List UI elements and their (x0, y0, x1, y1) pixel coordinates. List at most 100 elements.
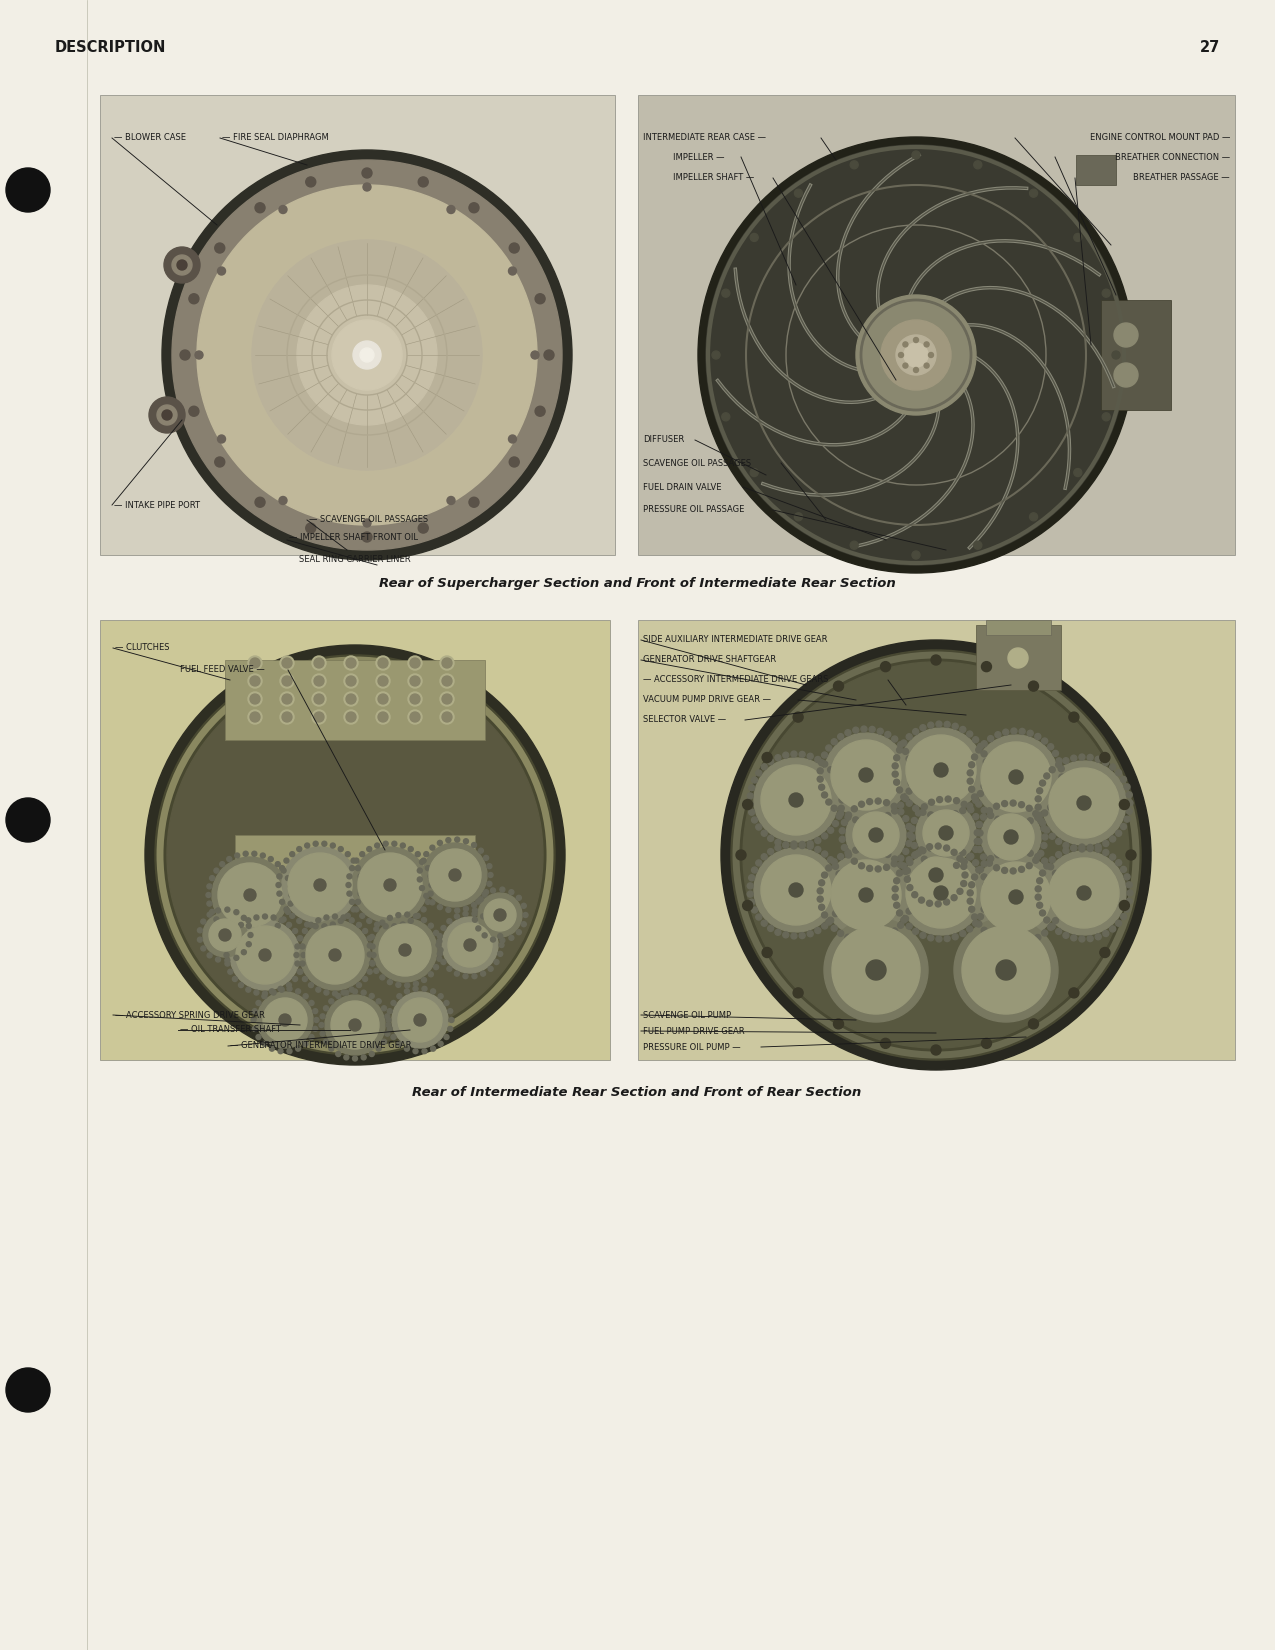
Circle shape (250, 695, 260, 705)
Circle shape (974, 160, 982, 168)
Circle shape (977, 846, 983, 853)
Circle shape (722, 412, 729, 421)
Circle shape (1011, 728, 1017, 734)
Circle shape (207, 893, 210, 898)
Circle shape (145, 645, 565, 1064)
Circle shape (246, 942, 251, 947)
Circle shape (1019, 939, 1025, 945)
Circle shape (362, 531, 372, 541)
Circle shape (1011, 848, 1017, 855)
Circle shape (982, 861, 987, 866)
Circle shape (295, 952, 300, 957)
Circle shape (464, 906, 468, 911)
Circle shape (799, 932, 806, 939)
Circle shape (413, 1049, 418, 1054)
Circle shape (783, 842, 789, 848)
Circle shape (827, 917, 834, 924)
Circle shape (397, 993, 402, 998)
Circle shape (762, 947, 773, 957)
Circle shape (277, 874, 282, 879)
Circle shape (1068, 988, 1079, 998)
Circle shape (1116, 830, 1122, 837)
Circle shape (288, 853, 352, 917)
Circle shape (324, 1040, 329, 1044)
Circle shape (1126, 808, 1132, 813)
Circle shape (370, 1051, 375, 1056)
Circle shape (1002, 939, 1009, 945)
Circle shape (983, 759, 989, 766)
Circle shape (870, 937, 875, 944)
Circle shape (827, 856, 834, 863)
Circle shape (834, 681, 844, 691)
Circle shape (329, 949, 340, 960)
Circle shape (1037, 787, 1043, 794)
Circle shape (250, 713, 260, 723)
Circle shape (987, 808, 992, 813)
Circle shape (218, 267, 226, 276)
Circle shape (960, 931, 965, 937)
Circle shape (1071, 845, 1077, 851)
Circle shape (984, 889, 989, 896)
Circle shape (891, 927, 898, 934)
Circle shape (963, 926, 1051, 1015)
Circle shape (428, 972, 434, 977)
Circle shape (1088, 754, 1093, 761)
Circle shape (1109, 837, 1116, 842)
Circle shape (827, 827, 834, 833)
Circle shape (297, 969, 302, 974)
Circle shape (224, 959, 229, 964)
Circle shape (748, 785, 755, 790)
Text: ENGINE CONTROL MOUNT PAD —: ENGINE CONTROL MOUNT PAD — (1090, 134, 1230, 142)
Circle shape (1056, 851, 1062, 858)
Circle shape (278, 1049, 283, 1054)
Circle shape (815, 927, 821, 934)
Circle shape (1035, 894, 1042, 901)
Circle shape (954, 797, 960, 804)
Circle shape (845, 851, 852, 858)
Circle shape (918, 856, 954, 893)
Circle shape (388, 916, 393, 921)
Circle shape (1116, 860, 1122, 866)
Circle shape (523, 912, 528, 917)
Circle shape (244, 889, 256, 901)
Circle shape (982, 662, 992, 672)
Circle shape (980, 855, 987, 860)
Circle shape (850, 541, 858, 549)
Circle shape (877, 848, 884, 855)
Circle shape (838, 810, 844, 817)
Circle shape (982, 927, 987, 934)
Circle shape (324, 1006, 329, 1011)
Circle shape (235, 853, 240, 858)
Circle shape (279, 866, 284, 871)
Circle shape (224, 960, 229, 965)
Circle shape (384, 924, 388, 929)
Circle shape (847, 805, 907, 865)
Circle shape (921, 932, 926, 939)
Circle shape (1071, 756, 1077, 761)
Circle shape (440, 691, 454, 706)
Circle shape (907, 832, 913, 838)
Circle shape (1052, 871, 1058, 876)
Circle shape (1035, 815, 1040, 820)
Circle shape (1056, 757, 1062, 764)
Circle shape (400, 922, 405, 927)
Circle shape (342, 916, 346, 921)
Circle shape (1056, 790, 1062, 797)
Circle shape (212, 856, 288, 932)
Circle shape (483, 855, 488, 860)
Circle shape (1003, 830, 1017, 845)
Circle shape (249, 673, 261, 688)
Circle shape (395, 912, 400, 917)
Circle shape (928, 353, 933, 358)
Circle shape (441, 926, 446, 931)
Circle shape (1048, 804, 1053, 810)
Circle shape (362, 168, 372, 178)
Circle shape (332, 320, 402, 389)
Text: SELECTOR VALVE —: SELECTOR VALVE — (643, 716, 727, 724)
Circle shape (380, 975, 385, 980)
Circle shape (870, 818, 875, 823)
Circle shape (891, 861, 898, 866)
Circle shape (899, 353, 904, 358)
Circle shape (913, 368, 918, 373)
Circle shape (928, 723, 933, 728)
